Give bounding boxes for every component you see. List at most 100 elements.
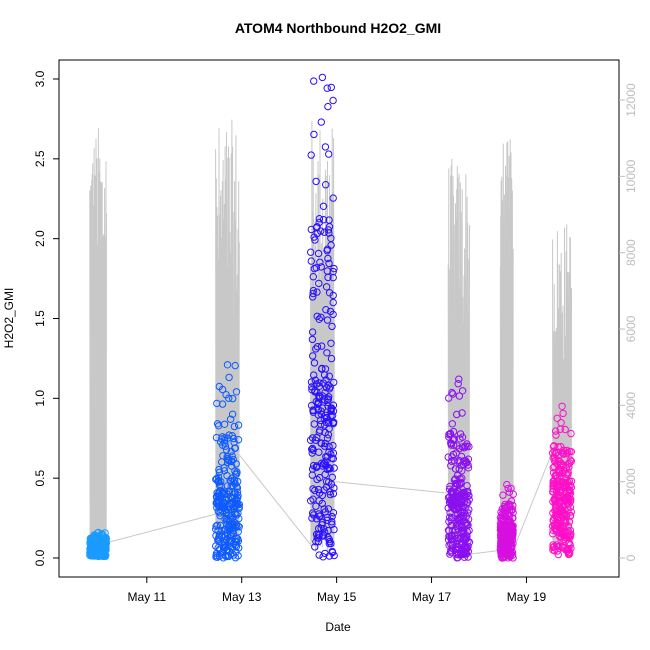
y-tick-label: 3.0 bbox=[33, 70, 47, 87]
data-point bbox=[212, 522, 220, 530]
data-point bbox=[307, 151, 315, 159]
data-point bbox=[94, 528, 102, 537]
data-point bbox=[563, 493, 571, 501]
data-point bbox=[224, 456, 233, 464]
data-point bbox=[323, 247, 331, 255]
data-point bbox=[325, 289, 334, 297]
data-point bbox=[320, 486, 328, 494]
data-point bbox=[316, 258, 324, 266]
data-point bbox=[313, 475, 321, 484]
data-point bbox=[218, 433, 227, 441]
data-point bbox=[327, 83, 335, 92]
data-point bbox=[327, 339, 335, 347]
data-point bbox=[309, 273, 317, 281]
data-point bbox=[456, 430, 465, 438]
data-point bbox=[327, 404, 335, 412]
altitude-transit-line bbox=[334, 481, 449, 494]
data-point bbox=[324, 254, 332, 263]
data-point bbox=[500, 502, 509, 511]
data-point bbox=[329, 194, 337, 202]
data-point bbox=[558, 448, 567, 456]
data-point bbox=[227, 447, 235, 456]
data-point bbox=[329, 267, 337, 276]
data-point bbox=[509, 490, 517, 498]
y-axis-left: 0.0 0.5 1.0 1.5 2.0 2.5 3.0 bbox=[33, 70, 59, 566]
data-point bbox=[232, 388, 241, 396]
data-point bbox=[231, 361, 239, 370]
series-6 bbox=[548, 402, 576, 559]
data-point bbox=[90, 536, 98, 544]
data-point bbox=[310, 77, 318, 85]
data-point bbox=[444, 453, 452, 461]
data-point bbox=[553, 515, 562, 524]
data-point bbox=[453, 410, 461, 419]
data-point bbox=[309, 485, 317, 493]
data-point bbox=[319, 216, 328, 224]
data-point bbox=[449, 435, 458, 443]
data-point bbox=[325, 372, 333, 380]
x-tick-label: May 11 bbox=[128, 590, 167, 604]
data-point bbox=[329, 509, 338, 517]
data-point bbox=[227, 457, 236, 465]
data-point bbox=[323, 516, 331, 524]
data-point bbox=[324, 505, 333, 513]
data-point bbox=[312, 224, 321, 232]
data-point bbox=[225, 487, 234, 495]
data-point bbox=[215, 465, 223, 474]
data-point bbox=[560, 478, 568, 486]
data-point bbox=[562, 475, 570, 483]
data-point bbox=[309, 286, 318, 295]
data-point bbox=[506, 506, 514, 514]
data-point bbox=[459, 550, 467, 559]
series-3 bbox=[306, 73, 338, 561]
data-point bbox=[552, 431, 560, 439]
altitude-segment bbox=[552, 224, 572, 553]
data-point bbox=[310, 130, 318, 139]
data-point bbox=[314, 485, 323, 494]
data-point bbox=[447, 534, 456, 543]
data-point bbox=[549, 530, 557, 538]
data-point bbox=[222, 446, 231, 454]
data-point bbox=[322, 306, 330, 314]
data-point bbox=[500, 513, 508, 521]
data-point bbox=[567, 483, 575, 492]
data-point bbox=[213, 474, 221, 483]
data-point bbox=[329, 441, 337, 450]
data-point bbox=[312, 502, 320, 510]
data-point bbox=[326, 537, 334, 546]
y2-tick-label: 8000 bbox=[624, 239, 638, 266]
data-point bbox=[455, 375, 463, 383]
data-point bbox=[216, 482, 224, 490]
data-point bbox=[463, 482, 471, 490]
data-point bbox=[308, 445, 316, 453]
data-point bbox=[455, 503, 463, 511]
data-point bbox=[315, 551, 323, 559]
data-point bbox=[549, 543, 557, 552]
data-point bbox=[457, 528, 466, 536]
data-point bbox=[315, 399, 323, 407]
data-point bbox=[318, 392, 327, 400]
data-point bbox=[564, 495, 573, 503]
data-point bbox=[307, 378, 316, 386]
data-point bbox=[226, 415, 235, 423]
data-point bbox=[219, 543, 228, 551]
series-2 bbox=[212, 361, 244, 562]
data-point bbox=[502, 526, 510, 535]
data-point bbox=[325, 150, 333, 158]
data-point bbox=[318, 73, 327, 82]
y2-tick-label: 0 bbox=[624, 554, 638, 561]
data-point bbox=[307, 225, 315, 234]
data-point bbox=[313, 463, 321, 471]
data-point bbox=[234, 421, 243, 429]
data-point bbox=[328, 473, 336, 481]
data-point bbox=[230, 422, 239, 431]
data-point bbox=[323, 84, 331, 92]
data-point bbox=[312, 345, 320, 353]
y-tick-label: 0.5 bbox=[33, 470, 47, 487]
data-point bbox=[496, 526, 505, 534]
data-point bbox=[311, 236, 319, 244]
data-point bbox=[233, 534, 241, 543]
data-point bbox=[214, 473, 223, 481]
data-point bbox=[330, 464, 338, 472]
data-point bbox=[318, 459, 326, 467]
